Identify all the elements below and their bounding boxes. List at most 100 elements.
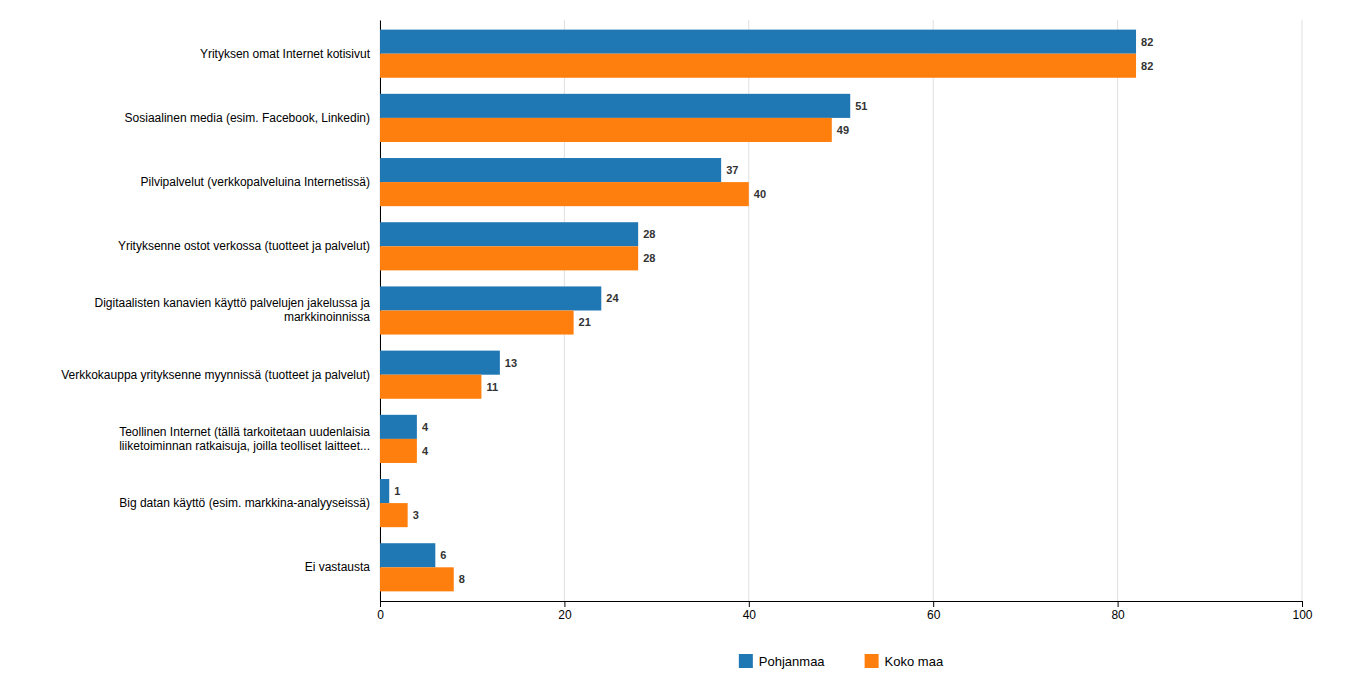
data-label: 24 [606,292,619,304]
legend-swatch [739,654,753,668]
y-tick-label: Verkkokauppa yrityksenne myynnissä (tuot… [61,368,370,382]
y-tick-label-line: Digitaalisten kanavien käyttö palvelujen… [95,296,371,310]
y-tick-label: Digitaalisten kanavien käyttö palvelujen… [95,296,371,324]
chart-svg: 0 20 40 60 80 100 Yrityksen omat Internet koti… [0,0,1352,691]
x-tick-mark [749,601,750,607]
data-label: 51 [855,100,867,112]
legend-swatch [865,654,879,668]
grid-line [933,20,934,601]
bar [380,351,500,375]
grid-line [1117,20,1118,601]
bar-series [380,30,1136,568]
data-label: 4 [422,421,429,433]
y-tick-label-line: Ei vastausta [305,560,371,574]
x-axis-line [381,602,1303,608]
y-tick: Digitaalisten kanavien käyttö palvelujen… [95,296,381,324]
x-tick-label: 20 [558,608,572,622]
data-label: 82 [1141,60,1153,72]
data-label: 49 [837,124,849,136]
bar [380,503,408,527]
bar [380,94,850,118]
data-label: 82 [1141,36,1153,48]
data-label: 4 [422,445,429,457]
bar [380,158,721,182]
y-tick-label: Teollinen Internet (tällä tarkoitetaan u… [119,425,370,453]
bars [380,30,1136,592]
data-label: 21 [579,316,591,328]
x-tick: 100 [1292,601,1312,622]
y-tick-label-line: liiketoiminnan ratkaisuja, joilla teolli… [119,439,370,453]
x-tick-mark [1302,601,1303,607]
x-axis: 0 20 40 60 80 100 [377,601,1313,622]
data-label: 11 [486,381,498,393]
x-tick-label: 100 [1292,608,1312,622]
y-tick: Pilvipalvelut (verkkopalveluina Internet… [141,175,380,189]
plot: 0 20 40 60 80 100 Yrityksen omat Internet koti… [61,20,1313,622]
x-tick-label: 80 [1111,608,1125,622]
legend: Pohjanmaa Koko maa [739,654,944,669]
bar [380,182,749,206]
bar [380,479,389,503]
bar [380,118,832,142]
y-tick-label-line: Sosiaalinen media (esim. Facebook, Linke… [125,111,370,125]
grid [380,20,1302,601]
y-tick-label-line: Yrityksen omat Internet kotisivut [200,47,371,61]
y-tick-label-line: Verkkokauppa yrityksenne myynnissä (tuot… [61,368,370,382]
y-tick: Ei vastausta [305,560,380,574]
data-label: 37 [726,164,738,176]
data-label: 8 [459,573,465,585]
y-tick-label: Pilvipalvelut (verkkopalveluina Internet… [141,175,370,189]
y-tick-label-line: markkinoinnissa [284,310,370,324]
y-tick-label-line: Big datan käyttö (esim. markkina-analyys… [119,496,370,510]
y-tick: Sosiaalinen media (esim. Facebook, Linke… [125,111,380,125]
bar-series [380,54,1136,592]
y-tick-label-line: Teollinen Internet (tällä tarkoitetaan u… [119,425,370,439]
bar [380,415,417,439]
bar [380,543,435,567]
x-tick-mark [1118,601,1119,607]
y-tick-label: Ei vastausta [305,560,371,574]
data-label: 1 [394,485,400,497]
bar [380,311,574,335]
x-tick: 0 [377,601,384,622]
x-tick-mark [380,601,381,607]
x-tick: 40 [743,601,757,622]
x-tick-label: 60 [927,608,941,622]
bar [380,246,638,270]
y-tick-label-line: Yrityksenne ostot verkossa (tuotteet ja … [118,239,370,253]
bar [380,567,454,591]
y-tick-label: Big datan käyttö (esim. markkina-analyys… [119,496,370,510]
legend-item: Pohjanmaa [739,654,826,669]
data-labels: 82 51 37 28 24 13 4 1 6 82 49 40 28 21 11 4 3 8 [394,36,1153,586]
data-label: 3 [413,509,419,521]
data-label: 6 [440,549,446,561]
legend-label: Pohjanmaa [759,654,826,669]
grid-line [1302,20,1303,601]
x-tick-label: 40 [743,608,757,622]
y-tick: Yrityksen omat Internet kotisivut [200,47,380,61]
data-label: 13 [505,357,517,369]
y-tick-label: Yrityksenne ostot verkossa (tuotteet ja … [118,239,370,253]
data-label: 28 [643,252,655,264]
x-tick: 60 [927,601,941,622]
x-tick-mark [564,601,565,607]
y-tick: Teollinen Internet (tällä tarkoitetaan u… [119,425,380,453]
x-tick: 80 [1111,601,1125,622]
data-label: 28 [643,228,655,240]
bar [380,439,417,463]
legend-item: Koko maa [865,654,944,669]
bar [380,30,1136,54]
y-tick-label-line: Pilvipalvelut (verkkopalveluina Internet… [141,175,370,189]
bar [380,286,601,310]
data-label: 40 [754,188,766,200]
y-tick: Yrityksenne ostot verkossa (tuotteet ja … [118,239,380,253]
x-tick-mark [933,601,934,607]
chart-container: 0 20 40 60 80 100 Yrityksen omat Internet koti… [0,0,1352,691]
x-tick: 20 [558,601,572,622]
legend-label: Koko maa [885,654,944,669]
bar [380,222,638,246]
y-tick-label: Sosiaalinen media (esim. Facebook, Linke… [125,111,370,125]
y-tick: Big datan käyttö (esim. markkina-analyys… [119,496,380,510]
bar [380,375,481,399]
y-tick: Verkkokauppa yrityksenne myynnissä (tuot… [61,368,380,382]
